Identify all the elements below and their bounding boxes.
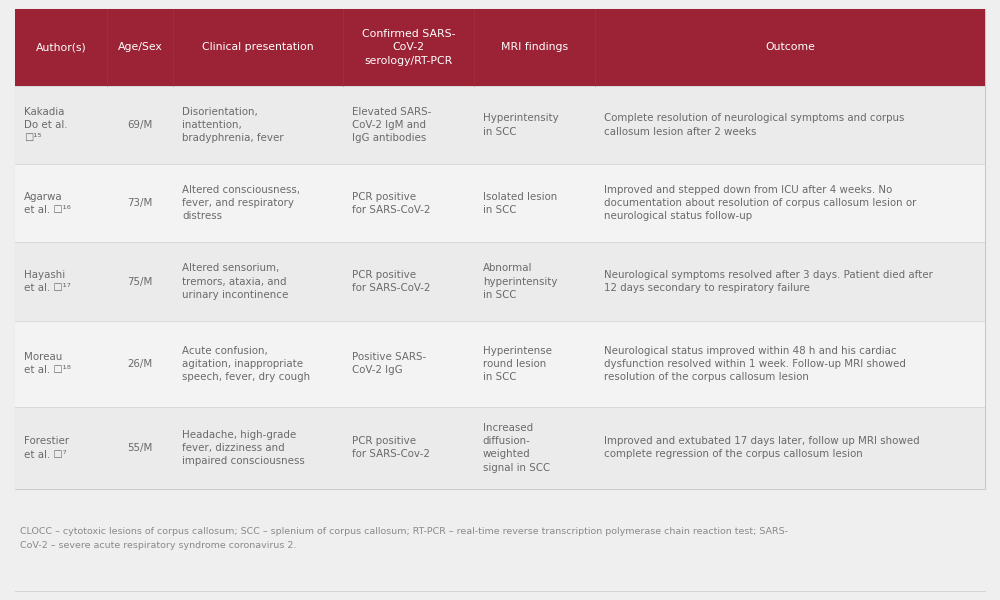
Text: Neurological status improved within 48 h and his cardiac
dysfunction resolved wi: Neurological status improved within 48 h…: [604, 346, 906, 382]
Bar: [15, 164, 985, 242]
Text: 26/M: 26/M: [128, 359, 153, 369]
Text: Hyperintensity
in SCC: Hyperintensity in SCC: [483, 113, 559, 137]
Text: Clinical presentation: Clinical presentation: [202, 43, 314, 52]
Text: Altered sensorium,
tremors, ataxia, and
urinary incontinence: Altered sensorium, tremors, ataxia, and …: [182, 263, 288, 300]
Text: Complete resolution of neurological symptoms and corpus
callosum lesion after 2 : Complete resolution of neurological symp…: [604, 113, 904, 137]
Text: Abnormal
hyperintensity
in SCC: Abnormal hyperintensity in SCC: [483, 263, 557, 300]
Text: Kakadia
Do et al.
☐¹⁵: Kakadia Do et al. ☐¹⁵: [24, 107, 68, 143]
Text: PCR positive
for SARS-CoV-2: PCR positive for SARS-CoV-2: [352, 191, 430, 215]
Text: Acute confusion,
agitation, inappropriate
speech, fever, dry cough: Acute confusion, agitation, inappropriat…: [182, 346, 310, 382]
Text: CLOCC – cytotoxic lesions of corpus callosum; SCC – splenium of corpus callosum;: CLOCC – cytotoxic lesions of corpus call…: [20, 527, 788, 550]
Text: Improved and stepped down from ICU after 4 weeks. No
documentation about resolut: Improved and stepped down from ICU after…: [604, 185, 916, 221]
Text: 75/M: 75/M: [127, 277, 153, 287]
Text: Confirmed SARS-
CoV-2
serology/RT-PCR: Confirmed SARS- CoV-2 serology/RT-PCR: [362, 29, 455, 66]
Text: Age/Sex: Age/Sex: [118, 43, 163, 52]
Text: Altered consciousness,
fever, and respiratory
distress: Altered consciousness, fever, and respir…: [182, 185, 300, 221]
Text: Elevated SARS-
CoV-2 IgM and
IgG antibodies: Elevated SARS- CoV-2 IgM and IgG antibod…: [352, 107, 431, 143]
Text: Improved and extubated 17 days later, follow up MRI showed
complete regression o: Improved and extubated 17 days later, fo…: [604, 436, 920, 460]
Text: PCR positive
for SARS-CoV-2: PCR positive for SARS-CoV-2: [352, 270, 430, 293]
Text: Positive SARS-
CoV-2 IgG: Positive SARS- CoV-2 IgG: [352, 352, 426, 376]
Bar: [15, 9, 985, 489]
Bar: [15, 9, 985, 86]
Text: Neurological symptoms resolved after 3 days. Patient died after
12 days secondar: Neurological symptoms resolved after 3 d…: [604, 270, 933, 293]
Text: Outcome: Outcome: [765, 43, 815, 52]
Bar: [15, 320, 985, 407]
Text: Forestier
et al. ☐⁷: Forestier et al. ☐⁷: [24, 436, 69, 460]
Bar: [15, 242, 985, 320]
Text: Hyperintense
round lesion
in SCC: Hyperintense round lesion in SCC: [483, 346, 552, 382]
Text: Increased
diffusion-
weighted
signal in SCC: Increased diffusion- weighted signal in …: [483, 423, 550, 473]
Text: Isolated lesion
in SCC: Isolated lesion in SCC: [483, 191, 557, 215]
Text: Disorientation,
inattention,
bradyphrenia, fever: Disorientation, inattention, bradyphreni…: [182, 107, 284, 143]
Text: MRI findings: MRI findings: [501, 43, 568, 52]
Text: Moreau
et al. ☐¹⁸: Moreau et al. ☐¹⁸: [24, 352, 71, 376]
Bar: [15, 86, 985, 164]
Text: Headache, high-grade
fever, dizziness and
impaired consciousness: Headache, high-grade fever, dizziness an…: [182, 430, 305, 466]
Text: Hayashi
et al. ☐¹⁷: Hayashi et al. ☐¹⁷: [24, 270, 71, 293]
Text: Author(s): Author(s): [36, 43, 86, 52]
Text: 55/M: 55/M: [127, 443, 153, 453]
Text: 73/M: 73/M: [127, 198, 153, 208]
Text: Agarwa
et al. ☐¹⁶: Agarwa et al. ☐¹⁶: [24, 191, 71, 215]
Text: 69/M: 69/M: [127, 120, 153, 130]
Bar: [15, 407, 985, 489]
Text: PCR positive
for SARS-Cov-2: PCR positive for SARS-Cov-2: [352, 436, 430, 460]
